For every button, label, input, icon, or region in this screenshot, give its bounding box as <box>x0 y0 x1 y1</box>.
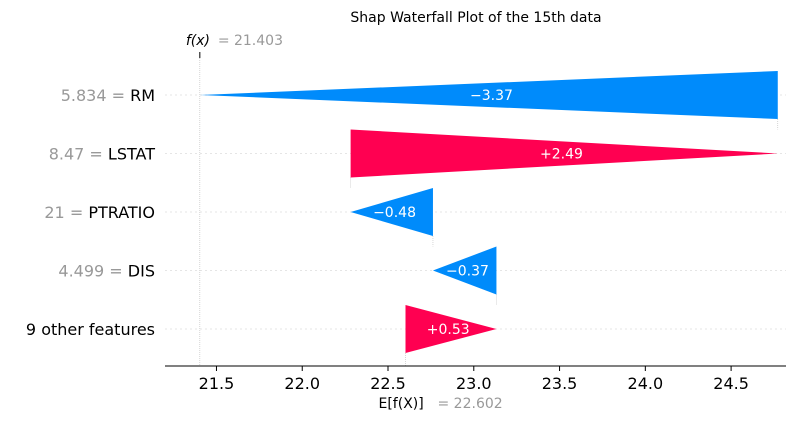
row-gridlines <box>165 94 786 330</box>
bar-9-other-features <box>405 305 497 353</box>
fx-value: = 21.403 <box>218 33 283 49</box>
feature-label: 5.834 = RM <box>61 86 155 105</box>
x-tick-label: 22.5 <box>370 374 406 393</box>
bar-lstat <box>350 129 778 178</box>
fx-annotation: f(x) = 21.403 <box>186 33 283 49</box>
x-tick-label: 21.5 <box>199 374 235 393</box>
feature-label: 8.47 = LSTAT <box>49 145 156 164</box>
feature-label: 9 other features <box>26 320 155 339</box>
feature-labels: 5.834 = RM 8.47 = LSTAT 21 = PTRATIO 4.499 … <box>26 86 155 339</box>
bar-value-label: −0.37 <box>446 264 489 280</box>
bars: −3.37 +2.49 −0.48 −0.37 +0.53 <box>199 71 778 353</box>
bar-value-label: −3.37 <box>470 88 513 104</box>
x-axis: 21.5 22.0 22.5 23.0 23.5 24.0 24.5 <box>165 365 786 393</box>
bar-value-label: −0.48 <box>373 205 416 221</box>
x-tick-label: 23.0 <box>456 374 492 393</box>
chart-title: Shap Waterfall Plot of the 15th data <box>350 10 601 26</box>
feature-label: 4.499 = DIS <box>58 262 155 281</box>
bar-value-label: +0.53 <box>427 322 470 338</box>
x-tick-label: 24.5 <box>713 374 749 393</box>
x-tick-label: 22.0 <box>284 374 320 393</box>
bar-value-label: +2.49 <box>540 147 583 163</box>
fx-label: f(x) <box>186 33 210 49</box>
bar-dis <box>432 246 497 295</box>
ex-value: = 22.602 <box>438 396 503 412</box>
feature-label: 21 = PTRATIO <box>44 203 155 222</box>
ex-annotation: E[f(X)] = 22.602 <box>379 396 503 412</box>
connector-lines <box>199 52 779 366</box>
ex-label: E[f(X)] <box>379 396 424 412</box>
x-tick-label: 24.0 <box>628 374 664 393</box>
x-tick-label: 23.5 <box>542 374 578 393</box>
bar-ptratio <box>350 188 433 236</box>
bar-rm <box>199 71 778 119</box>
